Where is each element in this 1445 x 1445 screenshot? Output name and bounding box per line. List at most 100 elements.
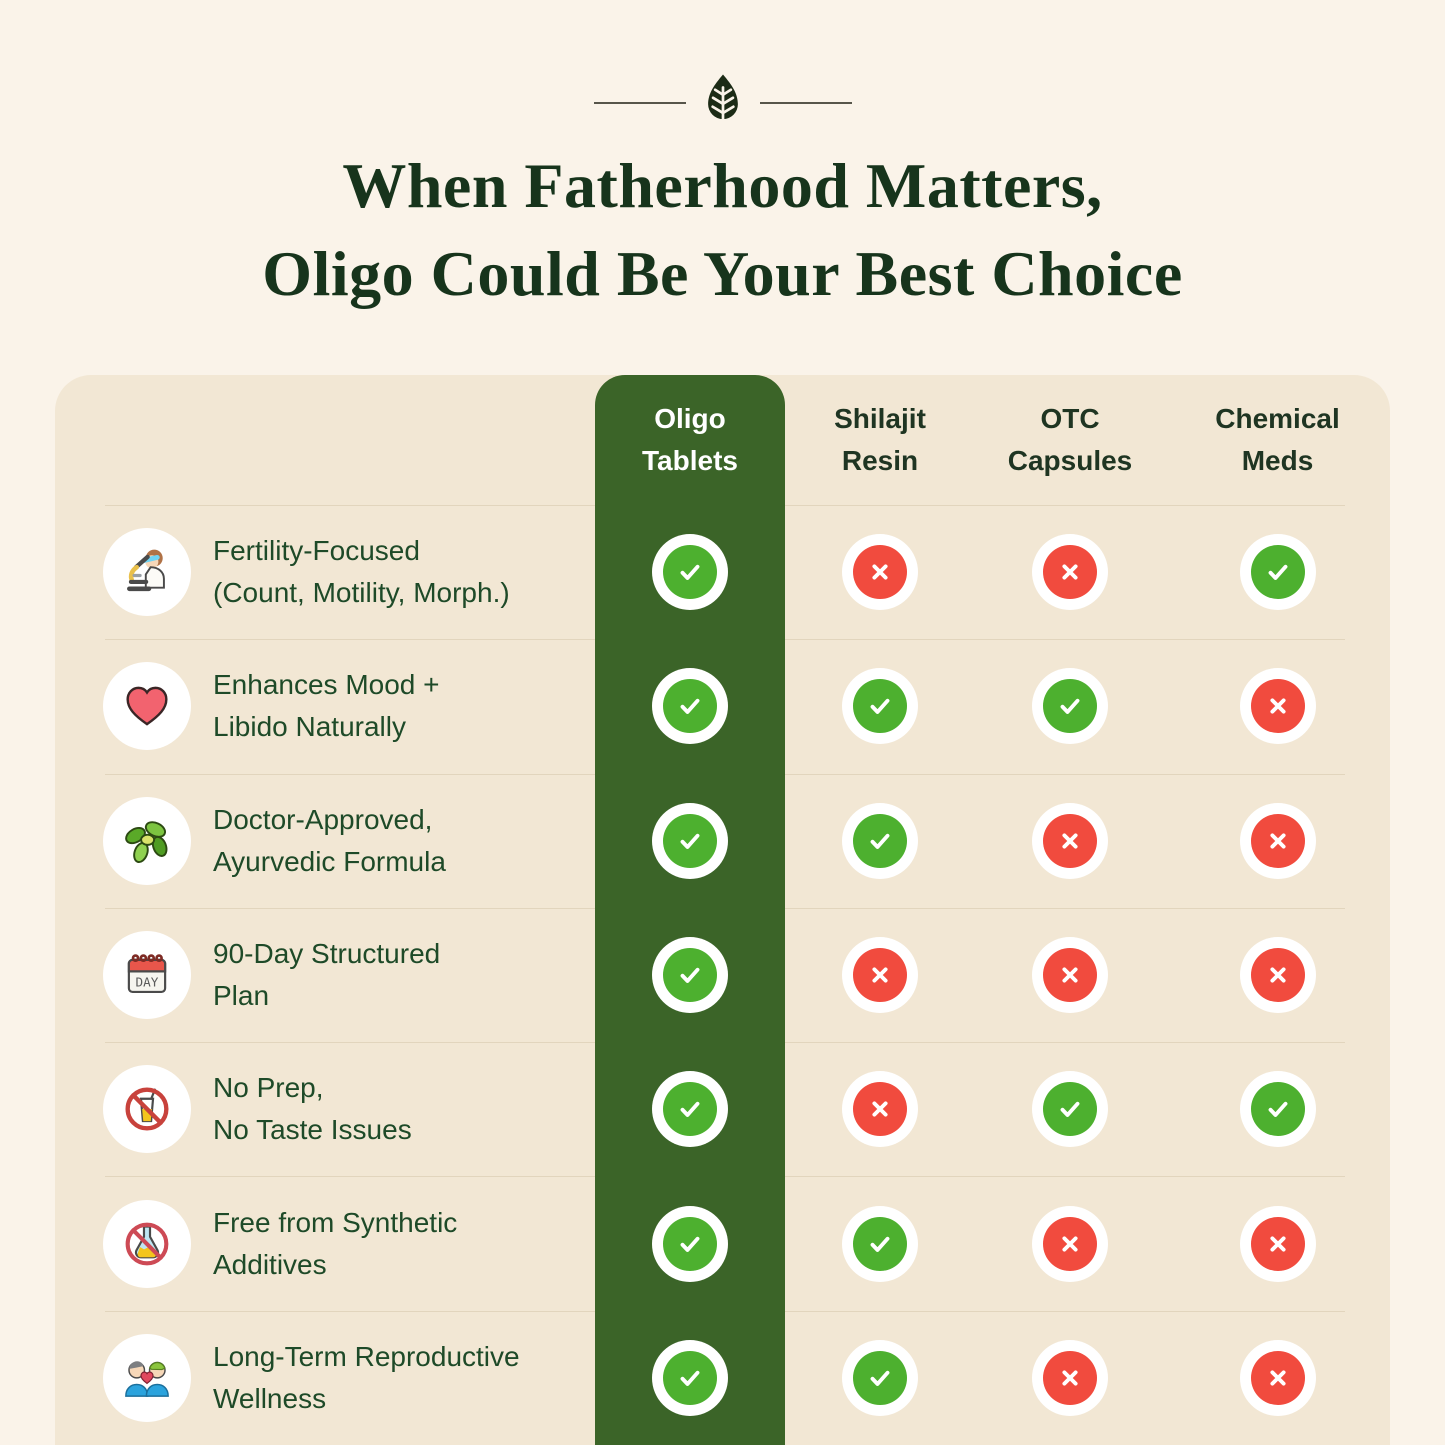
- feature-label: Free from Synthetic Additives: [213, 1202, 457, 1286]
- feature-label: Enhances Mood + Libido Naturally: [213, 664, 440, 748]
- mark-cell: [1165, 639, 1390, 773]
- column-header-shilajit: Shilajit Resin: [785, 375, 975, 505]
- mark-cell: [1165, 1042, 1390, 1176]
- calendar-day-icon: DAY: [103, 930, 191, 1019]
- check-icon: [663, 947, 717, 1002]
- mark-badge: [1032, 1071, 1108, 1148]
- ornament: [0, 70, 1445, 136]
- feature-label-cell: No Prep, No Taste Issues: [55, 1042, 595, 1176]
- feature-label-cell: Free from Synthetic Additives: [55, 1176, 595, 1310]
- feature-label-line1: No Prep,: [213, 1072, 324, 1104]
- heart-icon: [103, 662, 191, 751]
- page-title: When Fatherhood Matters, Oligo Could Be …: [0, 142, 1445, 319]
- feature-label-line2: Plan: [213, 979, 270, 1011]
- mark-badge: [1032, 534, 1108, 611]
- mark-cell: [785, 1176, 975, 1310]
- mark-badge: [842, 534, 918, 611]
- check-icon: [1043, 1082, 1097, 1137]
- column-header-otc: OTC Capsules: [975, 375, 1165, 505]
- feature-label-line1: Long-Term Reproductive: [213, 1340, 520, 1372]
- mark-badge: [842, 1205, 918, 1282]
- feature-label-line1: Fertility-Focused: [213, 535, 420, 567]
- mark-cell: [975, 774, 1165, 908]
- mark-cell: [975, 639, 1165, 773]
- mark-badge: [842, 1339, 918, 1416]
- mark-cell: [1165, 505, 1390, 639]
- column-header-line1: OTC: [1040, 403, 1100, 434]
- mark-badge: [652, 936, 728, 1013]
- mark-cell: [785, 505, 975, 639]
- feature-label-line2: Wellness: [213, 1382, 327, 1414]
- mark-cell: [975, 908, 1165, 1042]
- cross-icon: [1250, 813, 1305, 868]
- column-header-line1: Chemical: [1215, 403, 1340, 434]
- mark-cell: [1165, 774, 1390, 908]
- mark-cell: [785, 1311, 975, 1445]
- check-icon: [1043, 679, 1097, 734]
- feature-label: 90-Day Structured Plan: [213, 933, 440, 1017]
- check-icon: [853, 1350, 907, 1405]
- mark-cell: [595, 1042, 785, 1176]
- mark-cell: [975, 1176, 1165, 1310]
- check-icon: [663, 1216, 717, 1271]
- mark-cell: [975, 505, 1165, 639]
- mark-cell: [595, 1311, 785, 1445]
- microscope-scientist-icon: [103, 528, 191, 617]
- cross-icon: [1250, 1216, 1305, 1271]
- column-header-chemical: Chemical Meds: [1165, 375, 1390, 505]
- check-icon: [853, 1216, 907, 1271]
- mark-badge: [652, 1205, 728, 1282]
- ornament-line-left: [593, 102, 686, 104]
- mark-badge: [1239, 668, 1316, 745]
- no-drink-icon: [103, 1065, 191, 1154]
- check-icon: [853, 813, 907, 868]
- herb-icon: [103, 796, 191, 885]
- check-icon: [1250, 545, 1305, 600]
- feature-label-line2: Libido Naturally: [213, 711, 406, 743]
- cross-icon: [1043, 947, 1097, 1002]
- mark-cell: [975, 1311, 1165, 1445]
- feature-label-line1: Free from Synthetic: [213, 1206, 458, 1238]
- cross-icon: [1043, 1216, 1097, 1271]
- column-header-line1: Oligo: [654, 403, 726, 434]
- feature-label: Fertility-Focused (Count, Motility, Morp…: [213, 530, 510, 614]
- mark-badge: [1239, 936, 1316, 1013]
- mark-cell: [785, 908, 975, 1042]
- mark-badge: [1032, 936, 1108, 1013]
- no-flask-icon: [103, 1199, 191, 1288]
- cross-icon: [1250, 1350, 1305, 1405]
- header-spacer: [55, 375, 595, 505]
- mark-badge: [1032, 1339, 1108, 1416]
- cross-icon: [853, 545, 907, 600]
- ornament-line-right: [759, 102, 852, 104]
- check-icon: [663, 813, 717, 868]
- mark-cell: [595, 1176, 785, 1310]
- mark-cell: [785, 1042, 975, 1176]
- feature-label-line1: Doctor-Approved,: [213, 803, 433, 835]
- svg-text:DAY: DAY: [136, 974, 159, 989]
- couple-icon: [103, 1333, 191, 1422]
- cross-icon: [1043, 545, 1097, 600]
- column-header-line2: Meds: [1241, 445, 1314, 476]
- mark-badge: [1239, 1071, 1316, 1148]
- check-icon: [663, 1082, 717, 1137]
- feature-label-cell: Doctor-Approved, Ayurvedic Formula: [55, 774, 595, 908]
- feature-label-cell: DAY 90-Day Structured Plan: [55, 908, 595, 1042]
- mark-badge: [1032, 668, 1108, 745]
- title-line-1: When Fatherhood Matters,: [342, 150, 1103, 221]
- mark-badge: [842, 668, 918, 745]
- leaf-icon: [698, 72, 748, 134]
- mark-badge: [652, 534, 728, 611]
- mark-badge: [1032, 1205, 1108, 1282]
- mark-cell: [1165, 1176, 1390, 1310]
- mark-cell: [975, 1042, 1165, 1176]
- check-icon: [853, 679, 907, 734]
- column-header-line2: Tablets: [642, 445, 738, 476]
- feature-label-line2: Ayurvedic Formula: [213, 845, 446, 877]
- mark-cell: [1165, 908, 1390, 1042]
- comparison-grid: Oligo Tablets Shilajit Resin OTC Capsule…: [55, 375, 1390, 1445]
- mark-cell: [595, 639, 785, 773]
- column-header-oligo: Oligo Tablets: [595, 375, 785, 505]
- cross-icon: [1043, 813, 1097, 868]
